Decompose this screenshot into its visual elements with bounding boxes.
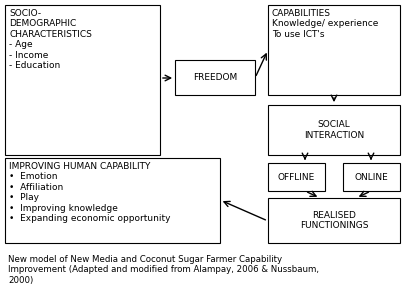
Bar xyxy=(268,198,400,243)
Text: FREEDOM: FREEDOM xyxy=(193,73,237,82)
Bar xyxy=(268,105,400,155)
Text: CAPABILITIES
Knowledge/ experience
To use ICT's: CAPABILITIES Knowledge/ experience To us… xyxy=(272,9,378,39)
Text: OFFLINE: OFFLINE xyxy=(278,173,315,181)
Text: SOCIO-
DEMOGRAPHIC
CHARACTERISTICS
- Age
- Income
- Education: SOCIO- DEMOGRAPHIC CHARACTERISTICS - Age… xyxy=(9,9,92,70)
Bar xyxy=(268,163,325,191)
Bar xyxy=(175,60,255,95)
Text: REALISED
FUNCTIONINGS: REALISED FUNCTIONINGS xyxy=(300,211,368,230)
Text: SOCIAL
INTERACTION: SOCIAL INTERACTION xyxy=(304,120,364,140)
Bar xyxy=(5,5,160,155)
Text: New model of New Media and Coconut Sugar Farmer Capability
Improvement (Adapted : New model of New Media and Coconut Sugar… xyxy=(8,255,319,285)
Bar xyxy=(5,158,220,243)
Bar xyxy=(268,5,400,95)
Bar xyxy=(343,163,400,191)
Text: ONLINE: ONLINE xyxy=(355,173,388,181)
Text: IMPROVING HUMAN CAPABILITY
•  Emotion
•  Affiliation
•  Play
•  Improving knowle: IMPROVING HUMAN CAPABILITY • Emotion • A… xyxy=(9,162,171,223)
